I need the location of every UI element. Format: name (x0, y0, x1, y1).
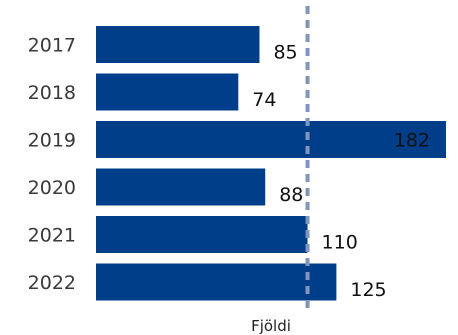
category-label-2017: 2017 (28, 35, 76, 57)
category-label-2018: 2018 (28, 82, 76, 104)
value-labels: 85 74 182 88 110 125 (252, 42, 430, 302)
category-label-2021: 2021 (28, 225, 76, 247)
category-labels: 2017 2018 2019 2020 2021 2022 (28, 35, 76, 295)
value-label-2021: 110 (322, 232, 358, 254)
category-label-2022: 2022 (28, 272, 76, 294)
bar-2018 (96, 73, 239, 111)
bars (96, 26, 446, 301)
value-label-2019: 182 (394, 130, 430, 152)
category-label-2019: 2019 (28, 130, 76, 152)
bar-2022 (96, 263, 337, 301)
bar-2017 (96, 26, 260, 63)
bar-2021 (96, 216, 308, 253)
bar-2019 (96, 121, 446, 158)
x-axis-title: Fjöldi (251, 317, 291, 335)
category-label-2020: 2020 (28, 177, 76, 199)
value-label-2020: 88 (279, 184, 303, 206)
bar-2020 (96, 168, 266, 206)
value-label-2022: 125 (350, 279, 386, 301)
value-label-2017: 85 (273, 42, 297, 64)
value-label-2018: 74 (252, 89, 276, 111)
